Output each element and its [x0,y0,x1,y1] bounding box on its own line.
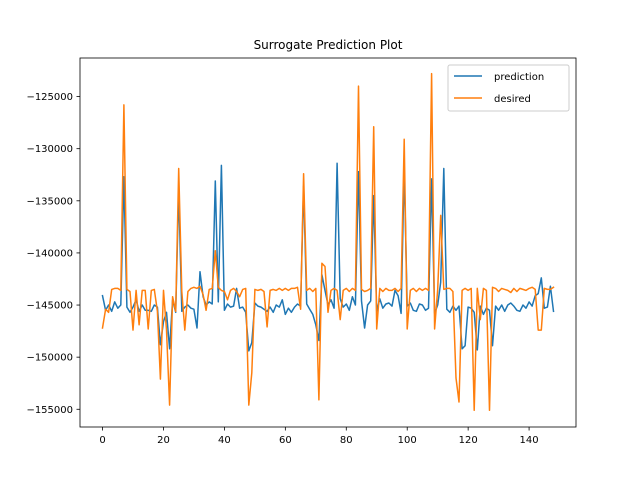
y-tick-label: −150000 [26,353,73,364]
legend-label-prediction: prediction [494,72,544,83]
x-tick-label: 20 [157,435,170,446]
x-tick-label: 40 [218,435,231,446]
plot-series [101,72,555,412]
series-line-desired [101,72,555,412]
legend-label-desired: desired [494,94,531,105]
x-tick-label: 120 [459,435,478,446]
y-tick-label: −130000 [26,144,73,155]
axis-ticks: 0 20 40 60 80 100 120 140 −155000 −150000 −145000 −… [26,92,538,446]
y-tick-label: −140000 [26,248,73,259]
legend: prediction desired [447,64,570,112]
x-tick-label: 0 [99,435,105,446]
x-tick-label: 80 [340,435,353,446]
x-tick-label: 140 [520,435,539,446]
y-tick-label: −135000 [26,196,73,207]
y-tick-label: −155000 [26,405,73,416]
chart-title: Surrogate Prediction Plot [254,38,403,52]
x-tick-label: 100 [398,435,417,446]
y-tick-label: −145000 [26,301,73,312]
x-tick-label: 60 [279,435,292,446]
axes-frame [79,57,577,428]
y-tick-label: −125000 [26,92,73,103]
